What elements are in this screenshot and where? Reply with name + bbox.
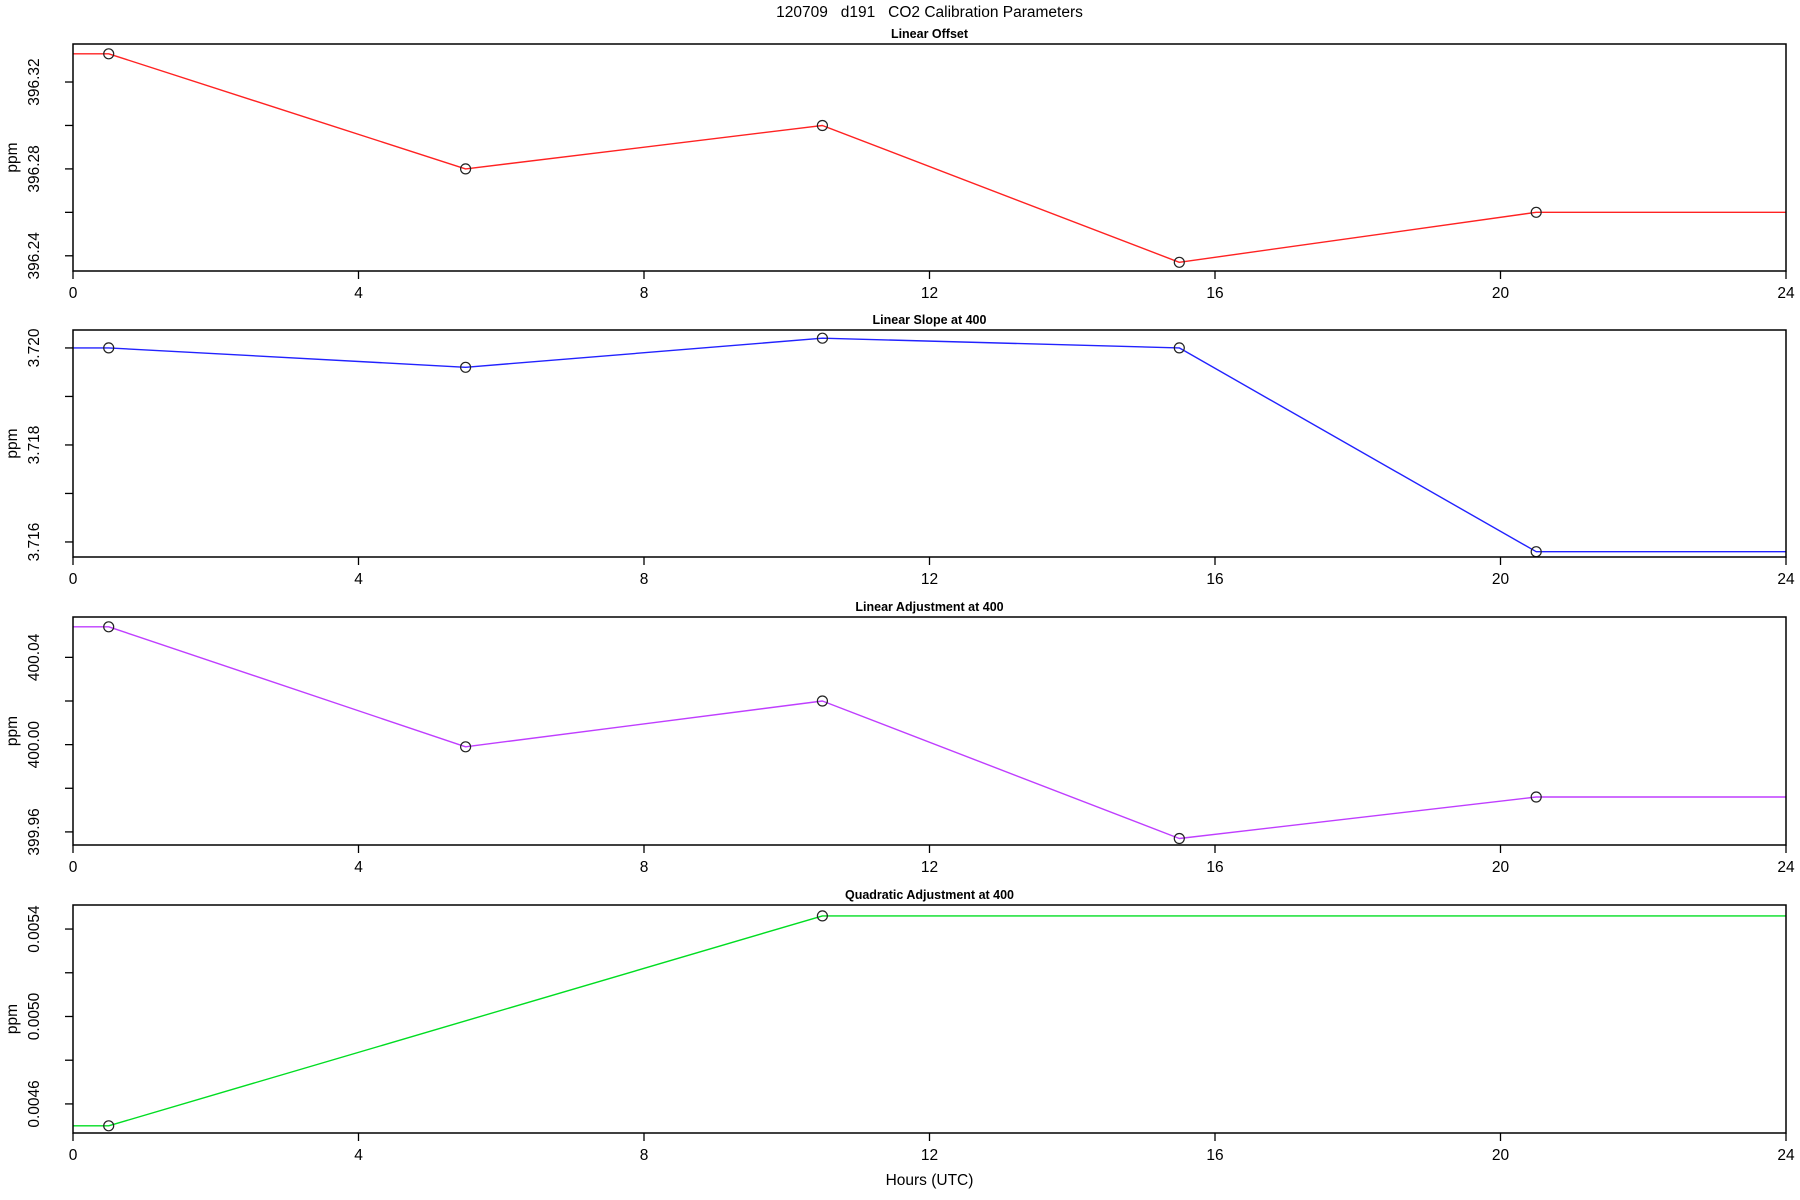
data-point-marker (1173, 342, 1185, 354)
x-tick-label: 12 (921, 859, 938, 876)
panel-title: Linear Offset (891, 27, 969, 41)
data-point-marker (816, 119, 829, 132)
y-axis-label: ppm (4, 716, 21, 746)
x-tick-label: 0 (69, 1147, 78, 1164)
x-tick-label: 8 (640, 1147, 649, 1164)
x-tick-label: 4 (354, 859, 363, 876)
x-tick-label: 24 (1777, 1147, 1795, 1164)
y-tick-label: 396.28 (26, 145, 43, 192)
y-tick-label: 0.0046 (26, 1080, 43, 1127)
x-tick-label: 24 (1777, 859, 1795, 876)
x-tick-label: 16 (1206, 285, 1223, 302)
x-tick-label: 8 (640, 571, 649, 588)
y-tick-label: 399.96 (26, 808, 43, 855)
x-tick-label: 20 (1492, 285, 1510, 302)
x-tick-label: 8 (640, 285, 649, 302)
plot-frame (72, 616, 1787, 846)
data-point-marker (816, 695, 829, 707)
y-tick-label: 3.716 (26, 523, 43, 562)
data-point-marker (103, 1120, 115, 1132)
panel-linear-adjustment-at-400: Linear Adjustment at 400 0 4 8 12 16 20 24 399.9… (4, 600, 1795, 876)
y-tick-label: 0.0050 (26, 992, 43, 1040)
plot-frame (72, 904, 1787, 1134)
y-tick-label: 400.04 (26, 633, 43, 681)
plot-frame (72, 329, 1787, 558)
y-axis-label: ppm (4, 428, 21, 458)
x-tick-label: 4 (354, 1147, 363, 1164)
x-tick-label: 16 (1206, 859, 1223, 876)
x-tick-label: 12 (921, 285, 938, 302)
data-point-marker (103, 342, 115, 354)
x-tick-label: 16 (1206, 571, 1223, 588)
data-point-marker (816, 332, 829, 344)
x-tick-label: 4 (354, 571, 363, 588)
y-tick-label: 3.720 (26, 328, 43, 367)
panel-title: Quadratic Adjustment at 400 (845, 888, 1014, 902)
data-point-marker (1530, 206, 1542, 218)
x-tick-label: 24 (1777, 285, 1795, 302)
y-axis-label: ppm (4, 142, 21, 172)
x-tick-label: 12 (921, 571, 938, 588)
panel-title: Linear Adjustment at 400 (855, 600, 1003, 614)
series-line (73, 53, 1786, 263)
x-tick-label: 12 (921, 1147, 938, 1164)
figure-title: 120709 d191 CO2 Calibration Parameters (776, 4, 1083, 21)
x-tick-label: 16 (1206, 1147, 1223, 1164)
data-point-marker (460, 163, 472, 175)
x-tick-label: 20 (1492, 571, 1510, 588)
x-tick-label: 0 (69, 285, 78, 302)
x-tick-label: 20 (1492, 1147, 1510, 1164)
panel-linear-offset: Linear Offset 0 4 8 12 16 20 24 396.24 396.28 396.… (4, 27, 1795, 302)
y-tick-label: 400.00 (26, 721, 43, 769)
panel-linear-slope-at-400: Linear Slope at 400 0 4 8 12 16 20 24 3.716 3.718… (4, 313, 1795, 588)
panel-quadratic-adjustment-at-400: Quadratic Adjustment at 400 0 4 8 12 16 20 24 0.… (4, 888, 1795, 1164)
x-tick-label: 8 (640, 859, 649, 876)
data-point-marker (816, 910, 829, 922)
y-tick-label: 396.32 (26, 58, 43, 105)
data-point-marker (460, 741, 472, 753)
y-axis-label: ppm (4, 1004, 21, 1034)
plot-frame (72, 43, 1787, 272)
x-tick-label: 20 (1492, 859, 1510, 876)
y-tick-label: 3.718 (26, 426, 43, 465)
y-tick-label: 0.0054 (26, 905, 43, 953)
y-tick-label: 396.24 (26, 232, 43, 280)
panel-title: Linear Slope at 400 (873, 313, 987, 327)
data-point-marker (1530, 791, 1542, 803)
series-line (73, 337, 1786, 553)
data-point-marker (1173, 256, 1185, 268)
x-tick-label: 0 (69, 859, 78, 876)
data-point-marker (460, 361, 472, 373)
x-tick-label: 4 (354, 285, 363, 302)
series-line (73, 626, 1786, 840)
x-axis-label: Hours (UTC) (885, 1172, 974, 1189)
x-tick-label: 0 (69, 571, 78, 588)
data-point-marker (1173, 832, 1185, 845)
data-point-marker (103, 621, 115, 633)
x-tick-label: 24 (1777, 571, 1795, 588)
series-line (73, 915, 1786, 1127)
data-point-marker (103, 48, 115, 60)
